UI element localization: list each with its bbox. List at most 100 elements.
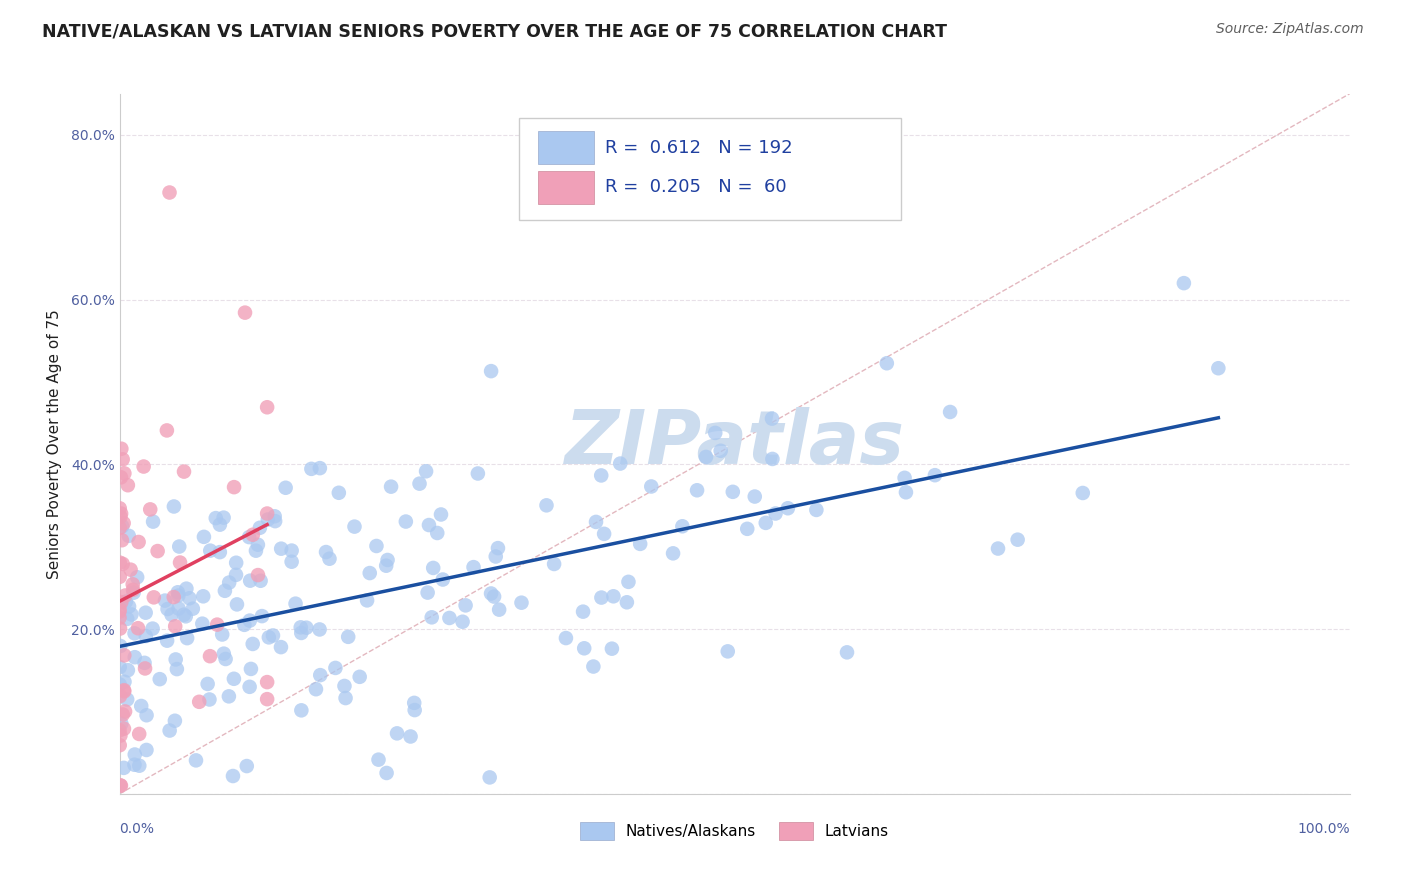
Point bbox=[510, 596, 533, 610]
Point bbox=[110, 729, 132, 743]
Point bbox=[256, 401, 278, 415]
Point bbox=[181, 601, 204, 615]
Point bbox=[135, 606, 157, 620]
Point bbox=[486, 541, 509, 555]
Point bbox=[640, 479, 662, 493]
FancyBboxPatch shape bbox=[519, 118, 901, 219]
Point bbox=[208, 545, 231, 559]
Point bbox=[806, 503, 828, 517]
Point bbox=[755, 516, 778, 530]
Point bbox=[290, 703, 312, 717]
Point bbox=[205, 617, 228, 632]
Point bbox=[671, 519, 693, 533]
Point bbox=[110, 507, 132, 521]
Point bbox=[111, 519, 134, 533]
Point bbox=[478, 771, 501, 785]
Point bbox=[110, 470, 132, 484]
Point bbox=[122, 585, 145, 599]
Point bbox=[591, 591, 613, 605]
Point bbox=[375, 766, 398, 780]
Point bbox=[108, 570, 131, 584]
Point bbox=[250, 609, 273, 624]
Point bbox=[299, 462, 322, 476]
Point bbox=[198, 649, 221, 664]
Point bbox=[710, 443, 733, 458]
Point bbox=[717, 644, 740, 658]
Point bbox=[239, 680, 262, 694]
Point bbox=[924, 468, 946, 483]
Point bbox=[894, 485, 917, 500]
Point bbox=[761, 411, 783, 425]
Point bbox=[337, 630, 360, 644]
Legend: Natives/Alaskans, Latvians: Natives/Alaskans, Latvians bbox=[574, 816, 896, 846]
Point bbox=[115, 612, 138, 626]
Point bbox=[135, 708, 157, 723]
Point bbox=[295, 621, 318, 635]
Point bbox=[184, 753, 207, 767]
Point bbox=[305, 682, 328, 697]
Point bbox=[238, 530, 260, 544]
Point bbox=[416, 585, 439, 599]
Point bbox=[239, 662, 262, 676]
Point bbox=[591, 468, 613, 483]
Text: ZIPatlas: ZIPatlas bbox=[565, 408, 904, 480]
Point bbox=[628, 537, 651, 551]
Point bbox=[454, 599, 477, 613]
Point bbox=[242, 637, 264, 651]
Point bbox=[987, 541, 1010, 556]
Point bbox=[270, 640, 292, 654]
Point bbox=[585, 515, 607, 529]
Point bbox=[479, 364, 502, 378]
Point bbox=[110, 716, 132, 731]
Point bbox=[165, 652, 187, 666]
Point bbox=[367, 753, 389, 767]
Point bbox=[112, 722, 135, 736]
Point bbox=[122, 582, 145, 597]
FancyBboxPatch shape bbox=[538, 171, 595, 203]
Point bbox=[574, 641, 596, 656]
Point bbox=[761, 452, 783, 467]
Point bbox=[166, 585, 188, 599]
Point bbox=[422, 561, 444, 575]
Point bbox=[108, 602, 131, 616]
Point bbox=[467, 467, 489, 481]
Point bbox=[662, 546, 685, 560]
Point bbox=[211, 627, 233, 641]
Point bbox=[114, 589, 136, 603]
Point bbox=[124, 650, 146, 665]
Point bbox=[893, 471, 915, 485]
Point bbox=[108, 622, 131, 636]
Point bbox=[191, 616, 214, 631]
Point bbox=[239, 574, 262, 588]
Point bbox=[129, 698, 152, 713]
Point bbox=[1208, 361, 1230, 376]
Point bbox=[188, 695, 211, 709]
Point bbox=[765, 507, 787, 521]
Point bbox=[200, 543, 222, 558]
Point bbox=[555, 631, 578, 645]
Point bbox=[256, 692, 278, 706]
Point bbox=[600, 641, 623, 656]
Point bbox=[112, 684, 135, 698]
Point bbox=[420, 610, 443, 624]
Point bbox=[132, 459, 155, 474]
Point bbox=[404, 703, 426, 717]
Point bbox=[543, 557, 565, 571]
Point bbox=[176, 582, 198, 596]
Point bbox=[426, 526, 449, 541]
Point bbox=[118, 529, 141, 543]
Point bbox=[328, 485, 350, 500]
Point bbox=[120, 607, 142, 622]
Text: R =  0.205   N =  60: R = 0.205 N = 60 bbox=[606, 178, 787, 196]
Point bbox=[128, 758, 150, 772]
Point bbox=[110, 595, 132, 609]
Point bbox=[236, 759, 259, 773]
Point bbox=[242, 527, 264, 541]
Point bbox=[142, 515, 165, 529]
Point bbox=[110, 779, 132, 793]
Point bbox=[121, 577, 143, 591]
Point bbox=[108, 660, 131, 674]
Point bbox=[280, 543, 302, 558]
Point bbox=[225, 556, 247, 570]
Point bbox=[218, 690, 240, 704]
